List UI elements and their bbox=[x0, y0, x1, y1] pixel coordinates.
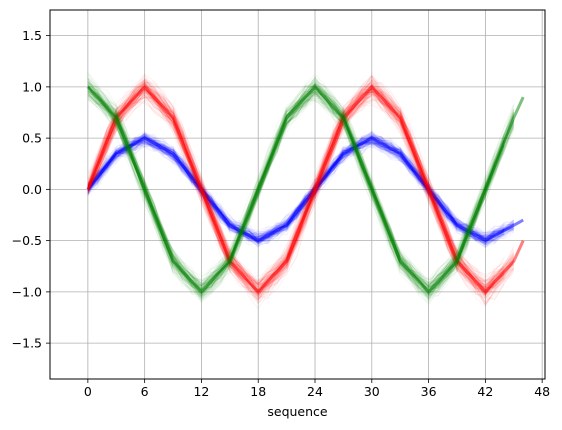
series-trace bbox=[87, 139, 505, 239]
series-trace bbox=[87, 85, 515, 289]
series-trace bbox=[87, 91, 486, 285]
series-trace bbox=[87, 80, 515, 300]
series-trace bbox=[87, 87, 505, 286]
series-trace bbox=[87, 90, 505, 289]
series-trace bbox=[87, 88, 486, 287]
series-1 bbox=[86, 72, 525, 310]
series-trace bbox=[87, 141, 515, 238]
series-trace bbox=[87, 100, 496, 285]
series-trace bbox=[87, 91, 515, 288]
series-trace bbox=[87, 96, 505, 285]
y-tick-label: 0.5 bbox=[22, 131, 42, 146]
series-trace bbox=[87, 80, 515, 300]
series-trace bbox=[87, 87, 505, 294]
series-trace bbox=[87, 76, 515, 302]
series-line bbox=[86, 136, 524, 243]
series-trace bbox=[87, 93, 505, 290]
series-trace bbox=[87, 137, 505, 245]
x-tick-label: 6 bbox=[141, 384, 149, 399]
x-axis-label: sequence bbox=[267, 404, 328, 419]
series-trace bbox=[87, 86, 515, 289]
series-trace bbox=[87, 78, 515, 300]
series-trace bbox=[87, 84, 515, 292]
series-trace bbox=[87, 87, 515, 294]
series-trace bbox=[87, 72, 515, 297]
x-tick-label: 48 bbox=[534, 384, 550, 399]
series-trace bbox=[87, 87, 496, 291]
series-traces bbox=[86, 72, 525, 310]
x-tick-label: 42 bbox=[477, 384, 493, 399]
series-trace bbox=[87, 88, 505, 294]
series-line bbox=[86, 84, 525, 295]
series-trace bbox=[87, 91, 505, 291]
series-trace bbox=[87, 134, 505, 245]
series-trace bbox=[87, 78, 486, 301]
series-trace bbox=[87, 78, 505, 299]
x-tick-label: 24 bbox=[307, 384, 323, 399]
series-line bbox=[86, 84, 525, 295]
series-trace bbox=[87, 73, 515, 299]
series-trace bbox=[87, 137, 514, 241]
series-trace bbox=[87, 78, 505, 300]
series-trace bbox=[87, 83, 515, 301]
series-trace bbox=[87, 94, 486, 286]
y-tick-label: −1.0 bbox=[12, 284, 42, 299]
gridlines bbox=[50, 10, 545, 379]
series-trace bbox=[87, 90, 505, 292]
series-trace bbox=[87, 135, 515, 245]
series-trace bbox=[87, 91, 515, 290]
series-trace bbox=[87, 91, 515, 287]
plot-frame bbox=[49, 9, 546, 380]
series-trace bbox=[87, 99, 495, 279]
series-trace bbox=[87, 93, 505, 289]
series-trace bbox=[87, 83, 515, 295]
series-trace bbox=[87, 141, 495, 240]
y-tick-label: 1.5 bbox=[22, 28, 42, 43]
series-trace bbox=[87, 84, 505, 292]
series-trace bbox=[87, 132, 505, 240]
series-trace bbox=[87, 89, 495, 292]
x-tick-label: 18 bbox=[250, 384, 266, 399]
series-trace bbox=[87, 88, 505, 290]
x-tick-label: 12 bbox=[193, 384, 209, 399]
y-tick-label: −0.5 bbox=[12, 233, 42, 248]
series-trace bbox=[87, 89, 515, 298]
series-trace bbox=[87, 139, 515, 243]
series-trace bbox=[87, 96, 505, 282]
x-tick-label: 36 bbox=[421, 384, 437, 399]
series-trace bbox=[87, 94, 515, 285]
series-trace bbox=[87, 136, 514, 243]
series-trace bbox=[87, 94, 515, 283]
y-tick-label: −1.5 bbox=[12, 336, 42, 351]
series-trace bbox=[87, 135, 496, 244]
series-trace bbox=[87, 78, 505, 299]
series-trace bbox=[87, 86, 515, 288]
series-trace bbox=[87, 83, 515, 295]
x-tick-label: 30 bbox=[364, 384, 380, 399]
series-trace bbox=[87, 80, 496, 297]
series-trace bbox=[87, 92, 505, 286]
series-trace bbox=[87, 85, 515, 292]
axis-ticks: 0 6 12 18 24 30 36 42 48 1.5 1.0 0.5 0.0 −0.5 −1.0 −1.5 bbox=[12, 28, 551, 399]
y-tick-label: 1.0 bbox=[22, 79, 42, 94]
series-trace bbox=[87, 139, 505, 238]
series-2 bbox=[86, 72, 525, 306]
series-trace bbox=[87, 91, 505, 286]
y-tick-label: 0.0 bbox=[22, 182, 42, 197]
series-trace bbox=[87, 88, 515, 292]
series-trace bbox=[87, 91, 515, 288]
series-0 bbox=[86, 129, 524, 249]
x-tick-label: 0 bbox=[84, 384, 92, 399]
series-trace bbox=[87, 84, 515, 296]
series-trace bbox=[87, 82, 505, 297]
series-trace bbox=[87, 136, 515, 237]
series-trace bbox=[87, 82, 515, 294]
